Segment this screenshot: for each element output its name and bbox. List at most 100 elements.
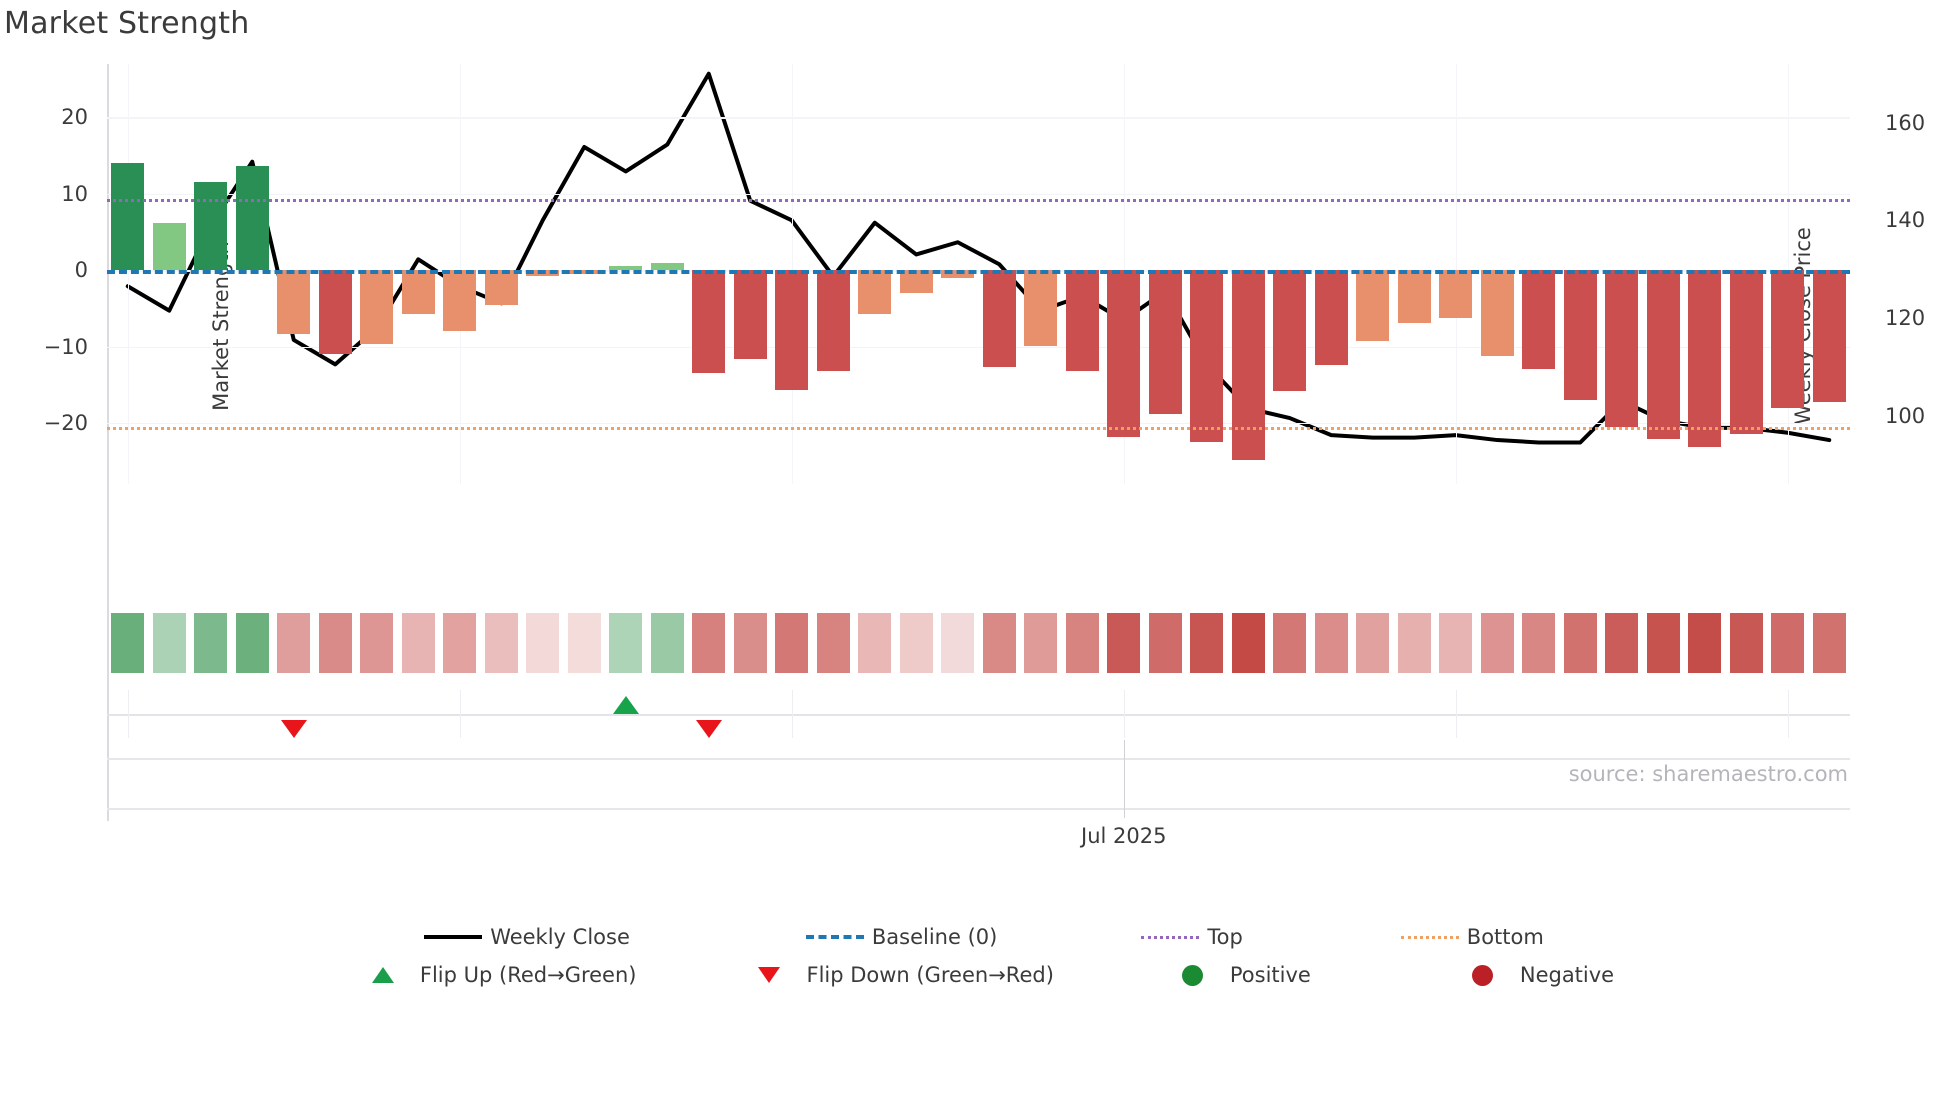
heatmap-cell[interactable] [1729, 613, 1763, 673]
legend-item[interactable]: Flip Down (Green→Red) [732, 963, 1054, 987]
flip-down-marker-icon[interactable] [280, 720, 307, 738]
dotted-line-icon [1141, 935, 1200, 939]
strength-bar[interactable] [443, 270, 477, 332]
heatmap-cell[interactable] [899, 613, 933, 673]
strength-bar[interactable] [484, 270, 518, 306]
heatmap-cell[interactable] [1480, 613, 1514, 673]
heatmap-cell[interactable] [1190, 613, 1224, 673]
legend-item[interactable]: Positive [1156, 963, 1311, 987]
heatmap-cell[interactable] [1563, 613, 1597, 673]
strength-bar[interactable] [775, 270, 809, 391]
strength-bar[interactable] [152, 222, 186, 271]
chart-legend: Weekly Close Baseline (0) Top Bottom Flip U… [0, 918, 1960, 994]
heatmap-cell[interactable] [526, 613, 560, 673]
heatmap-cell[interactable] [1148, 613, 1182, 673]
legend-item[interactable]: Baseline (0) [798, 925, 997, 949]
strength-bar[interactable] [609, 265, 643, 271]
right-axis-tick-label: 100 [1885, 403, 1926, 428]
heatmap-cell[interactable] [1024, 613, 1058, 673]
strength-bar[interactable] [111, 163, 145, 271]
flip-band-tick [1123, 690, 1126, 738]
strength-bar[interactable] [1522, 270, 1556, 370]
heatmap-cell[interactable] [1605, 613, 1639, 673]
strength-bar[interactable] [1729, 270, 1763, 434]
strength-bar[interactable] [1314, 270, 1348, 365]
heatmap-cell[interactable] [484, 613, 518, 673]
strength-bar[interactable] [1065, 270, 1099, 371]
strength-bar[interactable] [1480, 270, 1514, 357]
heatmap-cell[interactable] [1273, 613, 1307, 673]
heatmap-cell[interactable] [816, 613, 850, 673]
strength-bar[interactable] [1771, 270, 1805, 408]
strength-bar[interactable] [733, 270, 767, 359]
legend-item[interactable]: Negative [1446, 963, 1614, 987]
strength-bar[interactable] [1024, 270, 1058, 346]
strength-bar[interactable] [318, 270, 352, 355]
strength-bar[interactable] [1231, 270, 1265, 460]
heatmap-cell[interactable] [1107, 613, 1141, 673]
strength-bar[interactable] [982, 270, 1016, 368]
heatmap-cell[interactable] [733, 613, 767, 673]
strength-bar[interactable] [1397, 270, 1431, 323]
heatmap-cell[interactable] [277, 613, 311, 673]
strength-bar[interactable] [692, 270, 726, 374]
chart-title: Market Strength [4, 6, 250, 41]
heatmap-cell[interactable] [1231, 613, 1265, 673]
heatmap-cell[interactable] [318, 613, 352, 673]
heatmap-cell[interactable] [235, 613, 269, 673]
heatmap-cell[interactable] [650, 613, 684, 673]
heatmap-cell[interactable] [152, 613, 186, 673]
heatmap-cell[interactable] [1314, 613, 1348, 673]
strength-bar[interactable] [1812, 270, 1846, 402]
heatmap-cell[interactable] [982, 613, 1016, 673]
legend-item[interactable]: Flip Up (Red→Green) [346, 963, 636, 987]
strength-bar[interactable] [1563, 270, 1597, 400]
heatmap-cell[interactable] [692, 613, 726, 673]
strength-bar[interactable] [1688, 270, 1722, 448]
heatmap-cell[interactable] [609, 613, 643, 673]
heatmap-cell[interactable] [1065, 613, 1099, 673]
heatmap-cell[interactable] [1812, 613, 1846, 673]
heatmap-cell[interactable] [194, 613, 228, 673]
heatmap-cell[interactable] [1771, 613, 1805, 673]
strength-bar[interactable] [1605, 270, 1639, 427]
gridline-horizontal [107, 422, 1850, 425]
heatmap-cell[interactable] [111, 613, 145, 673]
heatmap-cell[interactable] [401, 613, 435, 673]
flip-up-marker-icon[interactable] [612, 696, 639, 714]
heatmap-cell[interactable] [1522, 613, 1556, 673]
heatmap-cell[interactable] [360, 613, 394, 673]
legend-item[interactable]: Top [1133, 925, 1243, 949]
strength-bar[interactable] [1148, 270, 1182, 414]
heatmap-cell[interactable] [941, 613, 975, 673]
strength-bar[interactable] [1356, 270, 1390, 342]
strength-bar[interactable] [650, 263, 684, 271]
strength-bar[interactable] [1273, 270, 1307, 391]
strength-bar[interactable] [1190, 270, 1224, 442]
strength-bar[interactable] [1646, 270, 1680, 439]
strength-bar[interactable] [816, 270, 850, 371]
heatmap-cell[interactable] [1356, 613, 1390, 673]
heatmap-cell[interactable] [1646, 613, 1680, 673]
strength-bar[interactable] [194, 181, 228, 271]
strength-bar[interactable] [1107, 270, 1141, 437]
heatmap-cell[interactable] [1688, 613, 1722, 673]
legend-item[interactable]: Bottom [1393, 925, 1544, 949]
dashed-line-icon [805, 935, 864, 939]
strength-bar[interactable] [277, 270, 311, 335]
heatmap-cell[interactable] [1439, 613, 1473, 673]
strength-bar[interactable] [858, 270, 892, 314]
heatmap-cell[interactable] [1397, 613, 1431, 673]
flip-down-marker-icon[interactable] [695, 720, 722, 738]
heatmap-cell[interactable] [775, 613, 809, 673]
heatmap-cell[interactable] [443, 613, 477, 673]
strength-bar[interactable] [1439, 270, 1473, 318]
heatmap-cell[interactable] [567, 613, 601, 673]
strength-bar[interactable] [360, 270, 394, 345]
strength-bar[interactable] [401, 270, 435, 315]
strength-bar[interactable] [899, 270, 933, 294]
strength-bar[interactable] [235, 165, 269, 271]
left-axis-tick-label: 20 [61, 105, 88, 130]
heatmap-cell[interactable] [858, 613, 892, 673]
legend-item[interactable]: Weekly Close [416, 925, 630, 949]
